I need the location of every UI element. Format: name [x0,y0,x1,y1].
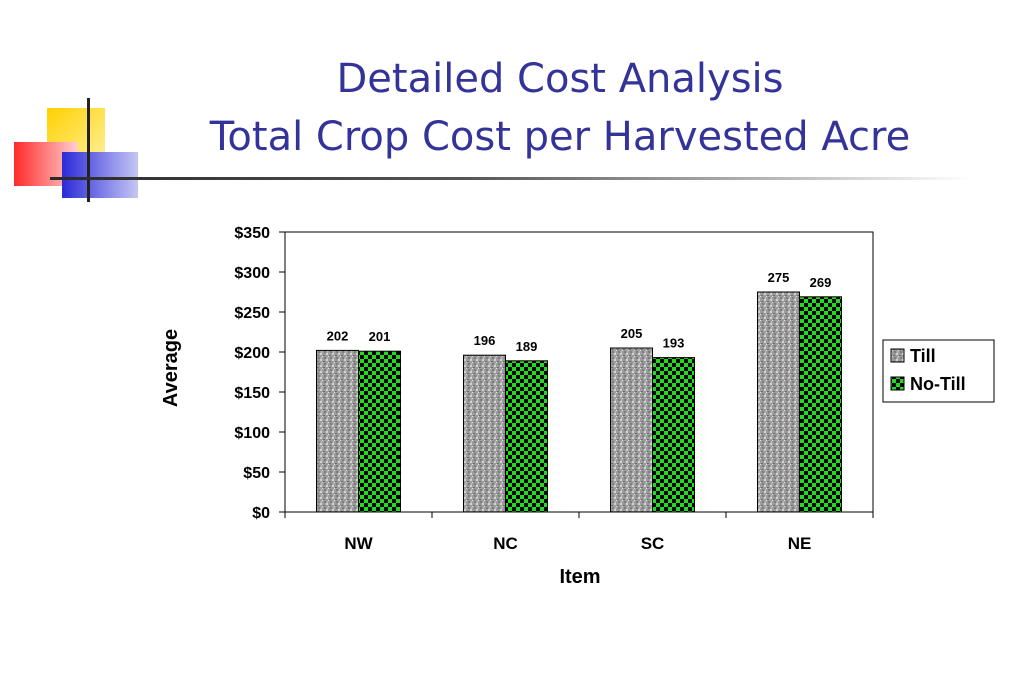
y-tick-label: $300 [234,265,270,282]
legend: Till No-Till [882,339,995,403]
bar-till-nw [316,349,359,513]
bar-no-till-nc [505,360,548,513]
bar-no-till-ne [799,296,842,513]
slide-title: Detailed Cost Analysis Total Crop Cost p… [120,50,1000,166]
data-label: 189 [516,339,538,354]
legend-swatch [890,348,905,363]
legend-label: No-Till [910,374,966,394]
bar-no-till-sc [652,357,695,513]
data-label: 201 [369,329,391,344]
y-tick-label: $250 [234,305,270,322]
decor-blue-square [62,152,138,198]
y-axis: $0 $50 $100 $150 $200 $250 $300 $350 [234,225,285,522]
slide-title-line1: Detailed Cost Analysis [336,56,784,102]
bar-no-till-nw [358,350,401,513]
bar-till-ne [757,291,800,513]
legend-swatch [890,376,905,391]
x-axis-title: Item [559,566,600,588]
decor-horizontal-rule [50,177,970,180]
y-tick-label: $50 [243,465,270,482]
bars [316,291,842,513]
slide-title-line2: Total Crop Cost per Harvested Acre [209,114,911,160]
data-label: 205 [621,326,643,341]
x-tick-label: SC [641,534,665,553]
bar-till-nc [463,354,506,513]
y-tick-label: $0 [252,505,270,522]
decor-vertical-line [87,98,90,202]
bar-chart: $0 $50 $100 $150 $200 $250 $300 $350 NW NC SC NE 2… [160,225,995,588]
x-tick-label: NE [788,534,812,553]
data-label: 275 [768,270,790,285]
legend-label: Till [910,346,936,366]
data-labels: 202 201 196 189 205 193 275 269 [327,270,832,354]
data-label: 193 [663,336,685,351]
data-label: 202 [327,328,349,343]
x-axis: NW NC SC NE [284,512,874,553]
data-label: 269 [810,275,832,290]
y-tick-label: $100 [234,425,270,442]
y-tick-label: $150 [234,385,270,402]
data-label: 196 [474,333,496,348]
y-tick-label: $200 [234,345,270,362]
x-tick-label: NW [344,534,373,553]
x-tick-label: NC [493,534,518,553]
y-axis-title: Average [160,329,182,407]
bar-till-sc [610,347,653,513]
y-tick-label: $350 [234,225,270,242]
